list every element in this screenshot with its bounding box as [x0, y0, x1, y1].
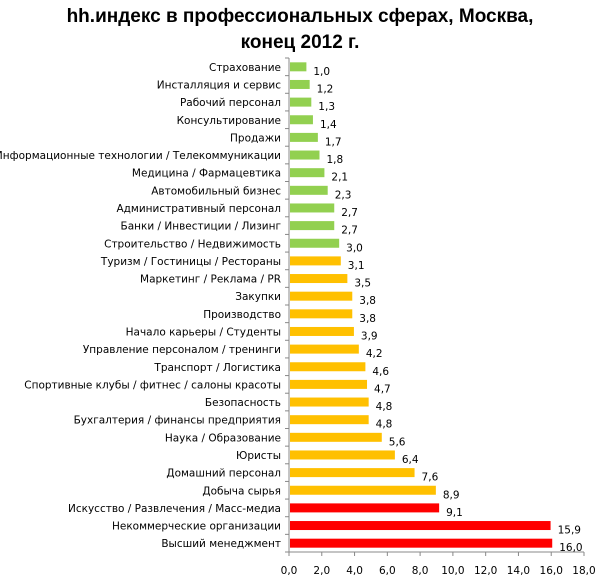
category-label: Производство [203, 309, 281, 321]
x-tick-label: 0,0 [281, 565, 298, 577]
bar [290, 309, 353, 319]
bar [290, 185, 328, 195]
value-label: 5,6 [389, 436, 406, 448]
value-label: 7,6 [422, 472, 439, 484]
bar [290, 362, 366, 372]
x-tick-label: 14,0 [507, 565, 530, 577]
bar [290, 538, 553, 548]
bar [290, 79, 310, 89]
bar [290, 168, 325, 178]
category-label: Юристы [236, 450, 281, 462]
value-label: 4,8 [376, 419, 393, 431]
category-label: Маркетинг / Реклама / PR [140, 274, 281, 286]
value-label: 3,1 [348, 260, 365, 272]
category-label: Медицина / Фармацевтика [132, 168, 281, 180]
category-label: Страхование [209, 62, 281, 74]
category-label: Добыча сырья [202, 485, 281, 497]
category-label: Банки / Инвестиции / Лизинг [121, 221, 281, 233]
value-label: 4,2 [366, 348, 383, 360]
value-label: 15,9 [558, 525, 581, 537]
value-label: 16,0 [559, 542, 582, 554]
value-label: 1,4 [320, 119, 337, 131]
category-label: Искусство / Развлечения / Масс-медиа [68, 503, 281, 515]
value-label: 2,7 [341, 207, 358, 219]
bar [290, 132, 318, 142]
x-tick-label: 2,0 [313, 565, 330, 577]
category-label: Бухгалтерия / финансы предприятия [74, 415, 281, 427]
value-label: 2,1 [331, 172, 348, 184]
value-label: 3,5 [354, 278, 371, 290]
bar [290, 344, 359, 354]
bar [290, 415, 369, 425]
category-label: Продажи [230, 132, 281, 144]
x-tick-label: 4,0 [346, 565, 363, 577]
category-label: Инсталляция и сервис [157, 79, 281, 91]
category-label: Автомобильный бизнес [151, 185, 281, 197]
value-label: 3,9 [361, 330, 378, 342]
bar [290, 97, 312, 107]
x-tick-label: 18,0 [572, 565, 595, 577]
value-label: 1,0 [313, 66, 330, 78]
x-tick-label: 6,0 [379, 565, 396, 577]
value-label: 6,4 [402, 454, 419, 466]
value-label: 2,3 [335, 189, 352, 201]
category-label: Рабочий персонал [180, 97, 281, 109]
bar [290, 115, 313, 125]
chart-title-line1: hh.индекс в профессиональных сферах, Мос… [66, 6, 534, 27]
category-label: Туризм / Гостиницы / Рестораны [100, 256, 281, 268]
category-label: Управление персоналом / тренинги [83, 344, 281, 356]
chart-title-line2: конец 2012 г. [240, 32, 360, 53]
bar [290, 397, 369, 407]
value-label: 1,7 [325, 136, 342, 148]
bar [290, 503, 440, 513]
category-label: Начало карьеры / Студенты [126, 326, 281, 338]
category-label: Консультирование [177, 115, 281, 127]
x-tick-label: 16,0 [540, 565, 563, 577]
bar [290, 521, 551, 531]
bar [290, 238, 340, 248]
category-label: Административный персонал [116, 203, 281, 215]
category-label: Информационные технологии / Телекоммуник… [0, 150, 281, 162]
category-label: Наука / Образование [165, 432, 281, 444]
x-tick-label: 8,0 [412, 565, 429, 577]
chart-title: hh.индекс в профессиональных сферах, Мос… [0, 4, 600, 56]
category-label: Высший менеджмент [161, 538, 281, 550]
bar [290, 450, 395, 460]
value-label: 3,0 [346, 242, 363, 254]
bar [290, 62, 307, 72]
bar [290, 221, 335, 231]
value-label: 4,8 [376, 401, 393, 413]
category-label: Спортивные клубы / фитнес / салоны красо… [24, 379, 281, 391]
bar [290, 256, 341, 266]
value-label: 8,9 [443, 489, 460, 501]
x-tick-label: 12,0 [474, 565, 497, 577]
bar [290, 485, 436, 495]
category-label: Некоммерческие организации [112, 521, 281, 533]
value-label: 3,8 [359, 295, 376, 307]
bar [290, 203, 335, 213]
bar [290, 326, 354, 336]
value-label: 4,7 [374, 383, 391, 395]
bar [290, 291, 353, 301]
value-label: 1,8 [327, 154, 344, 166]
value-label: 3,8 [359, 313, 376, 325]
category-label: Безопасность [205, 397, 281, 409]
bar [290, 468, 415, 478]
value-label: 2,7 [341, 225, 358, 237]
value-label: 1,3 [318, 101, 335, 113]
value-label: 4,6 [372, 366, 389, 378]
value-label: 1,2 [317, 83, 334, 95]
value-label: 9,1 [446, 507, 463, 519]
bar [290, 432, 382, 442]
bar [290, 274, 348, 284]
bar [290, 150, 320, 160]
category-label: Закупки [235, 291, 281, 303]
bar [290, 379, 368, 389]
x-tick-label: 10,0 [441, 565, 464, 577]
category-label: Строительство / Недвижимость [104, 238, 281, 250]
category-label: Транспорт / Логистика [153, 362, 281, 374]
category-label: Домашний персонал [166, 468, 281, 480]
